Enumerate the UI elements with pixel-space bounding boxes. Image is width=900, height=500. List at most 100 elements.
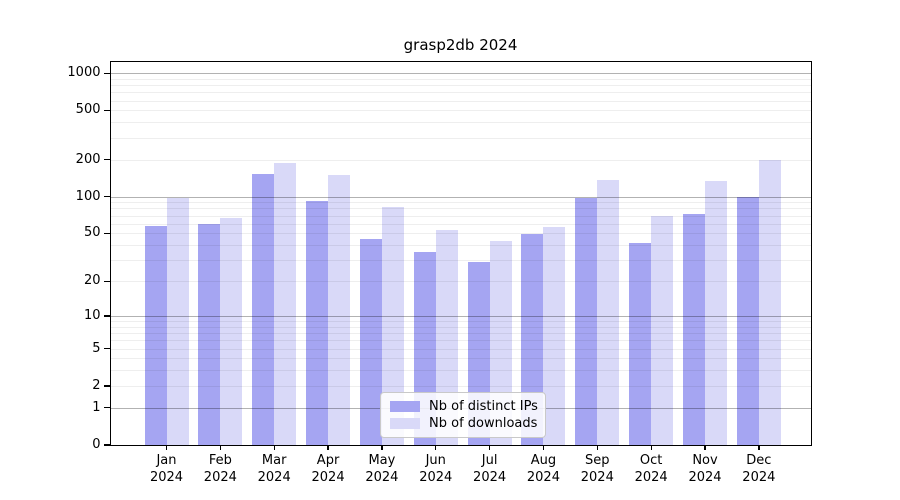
y-gridline-minor bbox=[110, 321, 811, 323]
y-gridline-minor bbox=[110, 202, 811, 204]
x-tick bbox=[381, 445, 383, 450]
legend-swatch-downloads bbox=[390, 418, 420, 430]
bar-nb-of-distinct-ips-sep-2024 bbox=[575, 198, 598, 445]
y-gridline-major bbox=[110, 73, 811, 75]
legend-item-distinct-ips: Nb of distinct IPs bbox=[390, 398, 538, 414]
y-tick bbox=[103, 158, 110, 161]
x-label-year: 2024 bbox=[473, 470, 507, 485]
legend-label-distinct-ips: Nb of distinct IPs bbox=[429, 398, 538, 414]
y-gridline-minor bbox=[110, 281, 811, 283]
bar-nb-of-downloads-mar-2024 bbox=[274, 162, 297, 445]
bar-nb-of-downloads-dec-2024 bbox=[758, 159, 781, 445]
y-gridline-minor bbox=[110, 110, 811, 112]
y-gridline-minor bbox=[110, 78, 811, 80]
x-label-month: Jan bbox=[156, 453, 177, 468]
y-gridline-minor bbox=[110, 223, 811, 225]
x-tick bbox=[650, 445, 652, 450]
x-label-month: May bbox=[368, 453, 396, 468]
x-label-year: 2024 bbox=[149, 470, 184, 485]
y-tick-label: 1000 bbox=[67, 65, 101, 81]
legend: Nb of distinct IPs Nb of downloads bbox=[380, 392, 546, 438]
y-tick-label: 500 bbox=[75, 102, 101, 118]
y-tick-label: 2 bbox=[92, 377, 101, 393]
bar-nb-of-distinct-ips-oct-2024 bbox=[629, 242, 652, 445]
y-tick bbox=[103, 407, 110, 409]
bar-nb-of-downloads-feb-2024 bbox=[220, 217, 243, 445]
bar-nb-of-downloads-jan-2024 bbox=[166, 198, 189, 445]
x-label-month: Nov bbox=[692, 453, 718, 468]
x-tick bbox=[596, 445, 598, 450]
bar-nb-of-downloads-jun-2024 bbox=[435, 230, 458, 445]
bar-nb-of-distinct-ips-nov-2024 bbox=[683, 214, 705, 445]
y-gridline-minor bbox=[110, 215, 811, 217]
bar-nb-of-distinct-ips-apr-2024 bbox=[306, 201, 329, 445]
x-label-year: 2024 bbox=[419, 470, 453, 485]
x-tick bbox=[273, 445, 275, 450]
bar-nb-of-downloads-may-2024 bbox=[381, 206, 404, 445]
y-gridline-minor bbox=[110, 326, 811, 328]
y-gridline-minor bbox=[110, 333, 811, 335]
y-gridline-minor bbox=[110, 233, 811, 235]
x-tick bbox=[704, 445, 706, 450]
x-tick-label: May 2024 bbox=[350, 452, 414, 486]
y-gridline-minor bbox=[110, 260, 811, 262]
x-tick-label: Oct 2024 bbox=[619, 452, 683, 486]
x-label-year: 2024 bbox=[311, 470, 345, 485]
bar-nb-of-distinct-ips-jan-2024 bbox=[144, 226, 167, 445]
y-tick bbox=[103, 72, 110, 74]
y-tick-label: 200 bbox=[75, 151, 101, 167]
y-gridline-minor bbox=[110, 340, 811, 342]
x-tick bbox=[327, 445, 329, 450]
bar-nb-of-distinct-ips-may-2024 bbox=[359, 238, 382, 445]
y-gridline-minor bbox=[110, 92, 811, 94]
y-tick-label: 10 bbox=[83, 307, 101, 323]
x-label-year: 2024 bbox=[688, 470, 722, 485]
y-tick bbox=[103, 109, 110, 112]
x-label-month: Oct bbox=[639, 453, 663, 468]
x-tick-label: Aug 2024 bbox=[511, 452, 575, 486]
x-tick bbox=[219, 445, 222, 450]
x-label-year: 2024 bbox=[742, 470, 776, 485]
legend-label-downloads: Nb of downloads bbox=[429, 416, 538, 432]
bar-nb-of-distinct-ips-dec-2024 bbox=[736, 196, 759, 445]
y-tick bbox=[103, 232, 110, 235]
y-gridline-minor bbox=[110, 358, 811, 360]
x-label-month: Feb bbox=[208, 453, 232, 468]
x-label-year: 2024 bbox=[526, 470, 560, 485]
x-tick-label: Jan 2024 bbox=[135, 452, 199, 486]
y-tick bbox=[103, 195, 110, 198]
y-tick bbox=[103, 280, 110, 282]
y-gridline-minor bbox=[110, 245, 811, 247]
bar-nb-of-downloads-aug-2024 bbox=[543, 227, 566, 445]
x-tick-label: Jul 2024 bbox=[458, 452, 522, 486]
y-gridline-major bbox=[110, 315, 811, 317]
y-tick-label: 0 bbox=[92, 437, 101, 452]
y-tick-label: 20 bbox=[83, 273, 101, 289]
bar-nb-of-distinct-ips-feb-2024 bbox=[198, 223, 221, 445]
x-label-month: Jul bbox=[481, 453, 498, 468]
x-tick-label: Sep 2024 bbox=[565, 452, 629, 486]
chart-title: grasp2db 2024 bbox=[403, 36, 518, 54]
x-label-month: Mar bbox=[261, 453, 287, 468]
x-tick-label: Dec 2024 bbox=[727, 452, 791, 486]
x-tick-label: Jun 2024 bbox=[404, 452, 468, 486]
x-tick bbox=[489, 445, 491, 450]
y-gridline-minor bbox=[110, 385, 811, 387]
x-tick bbox=[165, 445, 168, 450]
y-gridline-major bbox=[110, 196, 811, 198]
x-label-year: 2024 bbox=[257, 470, 291, 485]
legend-swatch-distinct-ips bbox=[390, 400, 420, 412]
y-tick-label: 5 bbox=[92, 340, 101, 356]
y-tick bbox=[103, 444, 110, 446]
bar-nb-of-downloads-sep-2024 bbox=[597, 179, 620, 445]
x-label-year: 2024 bbox=[203, 470, 237, 485]
y-gridline-minor bbox=[110, 85, 811, 87]
y-tick-label: 50 bbox=[83, 225, 101, 241]
y-gridline-minor bbox=[110, 159, 811, 161]
x-label-month: Sep bbox=[585, 453, 610, 468]
y-gridline-minor bbox=[110, 100, 811, 102]
y-tick bbox=[103, 385, 110, 387]
x-label-month: Dec bbox=[746, 453, 772, 468]
